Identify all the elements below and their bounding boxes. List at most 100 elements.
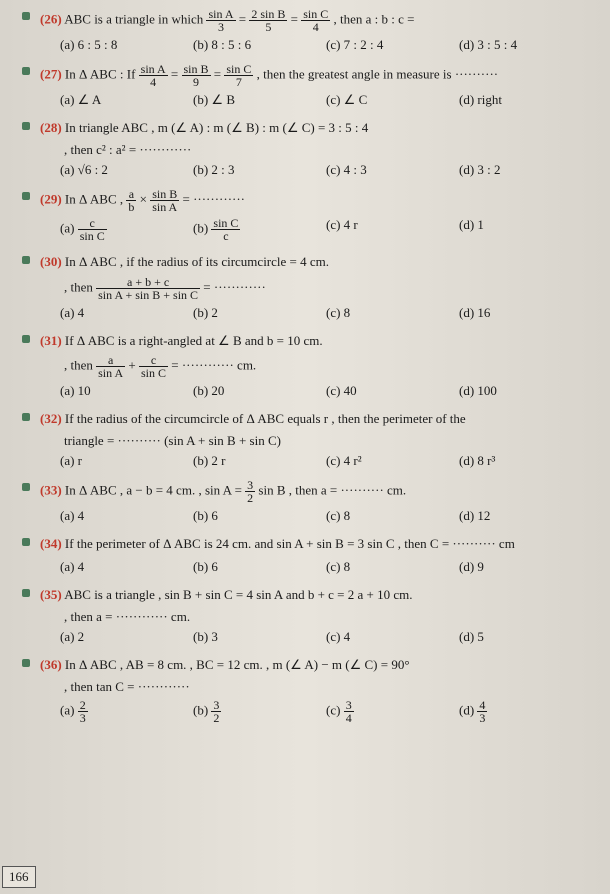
q31-frac2: csin C [139,354,168,379]
page-number: 166 [2,866,36,888]
q30-stem: (30) In Δ ABC , if the radius of its cir… [40,252,592,273]
q27-choice-a: (a) ∠ A [60,92,193,108]
q32-choice-d: (d) 8 r³ [459,453,592,469]
q35-choices: (a) 2 (b) 3 (c) 4 (d) 5 [60,629,592,645]
q36-choices: (a) 23 (b) 32 (c) 34 (d) 43 [60,699,592,724]
q31-choice-b: (b) 20 [193,383,326,399]
q27-frac3: sin C7 [224,63,253,88]
q27-stem: (27) In Δ ABC : If sin A4 = sin B9 = sin… [40,63,592,88]
q33-stem: (33) In Δ ABC , a − b = 4 cm. , sin A = … [40,479,592,504]
q34-stem: (34) If the perimeter of Δ ABC is 24 cm.… [40,534,592,555]
q32-choice-a: (a) r [60,453,193,469]
q32-choice-b: (b) 2 r [193,453,326,469]
q34-choice-b: (b) 6 [193,559,326,575]
q36-choice-c: (c) 34 [326,699,459,724]
q30-sub: , then a + b + csin A + sin B + sin C = … [64,276,592,301]
question-30: (30) In Δ ABC , if the radius of its cir… [40,252,592,321]
q31-stem: (31) If Δ ABC is a right-angled at ∠ B a… [40,331,592,352]
q32-choices: (a) r (b) 2 r (c) 4 r² (d) 8 r³ [60,453,592,469]
question-35: (35) ABC is a triangle , sin B + sin C =… [40,585,592,645]
q31-choices: (a) 10 (b) 20 (c) 40 (d) 100 [60,383,592,399]
q33-frac: 32 [245,479,255,504]
q27-choices: (a) ∠ A (b) ∠ B (c) ∠ C (d) right [60,92,592,108]
q30-choice-a: (a) 4 [60,305,193,321]
q35-choice-d: (d) 5 [459,629,592,645]
q30-number: (30) [40,254,62,269]
q29-frac2: sin Bsin A [150,188,179,213]
q29-choice-d: (d) 1 [459,217,592,242]
q34-number: (34) [40,536,62,551]
q29-number: (29) [40,191,62,206]
q28-choice-d: (d) 3 : 2 [459,162,592,178]
q30-choice-c: (c) 8 [326,305,459,321]
question-34: (34) If the perimeter of Δ ABC is 24 cm.… [40,534,592,575]
q35-choice-b: (b) 3 [193,629,326,645]
q33-choices: (a) 4 (b) 6 (c) 8 (d) 12 [60,508,592,524]
q26-text: ABC is a triangle in which [64,11,203,26]
q34-choice-a: (a) 4 [60,559,193,575]
q35-choice-c: (c) 4 [326,629,459,645]
bullet-icon [22,659,30,667]
q28-choices: (a) √6 : 2 (b) 2 : 3 (c) 4 : 3 (d) 3 : 2 [60,162,592,178]
q27-frac1: sin A4 [139,63,168,88]
q36-sub: , then tan C = ············ [64,679,592,695]
bullet-icon [22,413,30,421]
q28-choice-a: (a) √6 : 2 [60,162,193,178]
q26-choices: (a) 6 : 5 : 8 (b) 8 : 5 : 6 (c) 7 : 2 : … [60,37,592,53]
q27-frac2: sin B9 [182,63,211,88]
bullet-icon [22,192,30,200]
q29-frac1: ab [126,188,136,213]
q36-choice-a: (a) 23 [60,699,193,724]
worksheet-page: (26) ABC is a triangle in which sin A3 =… [0,0,610,894]
q33-number: (33) [40,483,62,498]
q28-choice-c: (c) 4 : 3 [326,162,459,178]
question-28: (28) In triangle ABC , m (∠ A) : m (∠ B)… [40,118,592,178]
q26-choice-a: (a) 6 : 5 : 8 [60,37,193,53]
q26-frac3: sin C4 [301,8,330,33]
q32-stem: (32) If the radius of the circumcircle o… [40,409,592,430]
q30-choices: (a) 4 (b) 2 (c) 8 (d) 16 [60,305,592,321]
bullet-icon [22,483,30,491]
q28-choice-b: (b) 2 : 3 [193,162,326,178]
q34-choice-c: (c) 8 [326,559,459,575]
q33-choice-c: (c) 8 [326,508,459,524]
q35-sub: , then a = ············ cm. [64,609,592,625]
q31-choice-c: (c) 40 [326,383,459,399]
q32-sub: triangle = ·········· (sin A + sin B + s… [64,433,592,449]
bullet-icon [22,538,30,546]
question-27: (27) In Δ ABC : If sin A4 = sin B9 = sin… [40,63,592,108]
q31-frac1: asin A [96,354,125,379]
q26-number: (26) [40,11,62,26]
q30-choice-b: (b) 2 [193,305,326,321]
q26-frac1: sin A3 [206,8,235,33]
q36-number: (36) [40,657,62,672]
q36-choice-d: (d) 43 [459,699,592,724]
q26-frac2: 2 sin B5 [249,8,287,33]
q32-number: (32) [40,411,62,426]
q28-sub: , then c² : a² = ············ [64,142,592,158]
q31-sub: , then asin A + csin C = ············ cm… [64,354,592,379]
bullet-icon [22,122,30,130]
q30-choice-d: (d) 16 [459,305,592,321]
bullet-icon [22,67,30,75]
q27-number: (27) [40,66,62,81]
q32-choice-c: (c) 4 r² [326,453,459,469]
q27-choice-d: (d) right [459,92,592,108]
q29-choice-c: (c) 4 r [326,217,459,242]
q34-choices: (a) 4 (b) 6 (c) 8 (d) 9 [60,559,592,575]
question-36: (36) In Δ ABC , AB = 8 cm. , BC = 12 cm.… [40,655,592,724]
q26-choice-c: (c) 7 : 2 : 4 [326,37,459,53]
q29-choice-b: (b) sin Cc [193,217,326,242]
q34-choice-d: (d) 9 [459,559,592,575]
q29-choices: (a) csin C (b) sin Cc (c) 4 r (d) 1 [60,217,592,242]
q28-stem: (28) In triangle ABC , m (∠ A) : m (∠ B)… [40,118,592,139]
q35-stem: (35) ABC is a triangle , sin B + sin C =… [40,585,592,606]
bullet-icon [22,335,30,343]
q29-stem: (29) In Δ ABC , ab × sin Bsin A = ······… [40,188,592,213]
q28-number: (28) [40,120,62,135]
q26-choice-d: (d) 3 : 5 : 4 [459,37,592,53]
q30-frac: a + b + csin A + sin B + sin C [96,276,200,301]
q36-stem: (36) In Δ ABC , AB = 8 cm. , BC = 12 cm.… [40,655,592,676]
q33-choice-d: (d) 12 [459,508,592,524]
q31-choice-d: (d) 100 [459,383,592,399]
